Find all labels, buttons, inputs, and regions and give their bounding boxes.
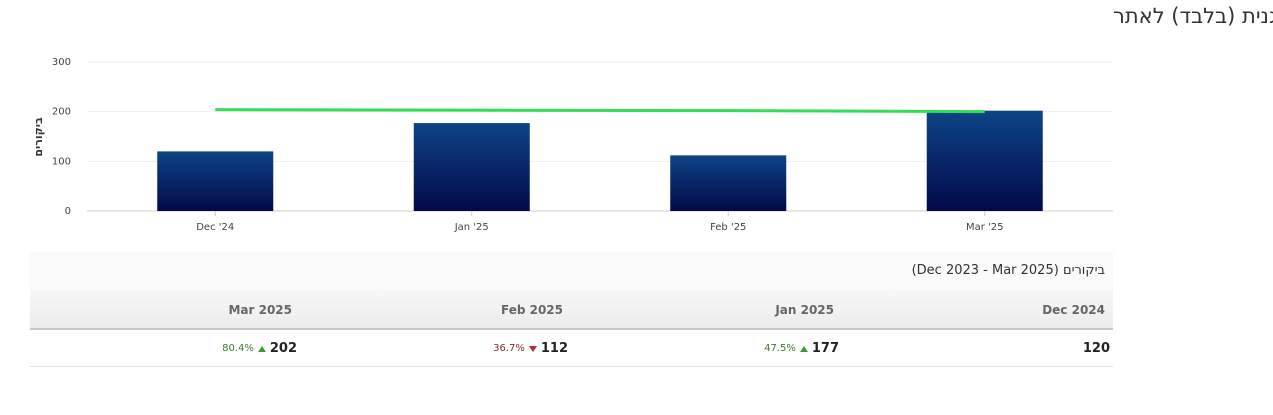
arrow-shape (799, 345, 808, 352)
chart: תנועה אורגנית (בלבד) לאתר ביקורים 0 100 20… (32, 4, 1273, 233)
value: 202 (269, 341, 297, 356)
data-table: ביקורים (Dec 2023 - Mar 2025) Dec 2024 12… (30, 252, 1113, 367)
x-tick-label: Dec '24 (196, 222, 234, 233)
y-tick-label: 200 (52, 107, 71, 118)
chart-title: תנועה אורגנית (בלבד) לאתר (1113, 4, 1273, 28)
table-caption: ביקורים (Dec 2023 - Mar 2025) (911, 263, 1105, 278)
x-tick-label: Mar '25 (966, 222, 1004, 233)
bar (670, 155, 787, 211)
value: 112 (540, 341, 568, 356)
value-cell: 36.7% 112 (493, 341, 568, 356)
value: 120 (1082, 341, 1110, 356)
header-row (30, 290, 1113, 330)
change-label: 80.4% (222, 343, 254, 354)
value-cell: 47.5% 177 (764, 341, 839, 356)
bar (413, 123, 530, 211)
bar (926, 110, 1043, 211)
y-tick-label: 100 (52, 156, 71, 167)
arrow-shape (528, 345, 537, 352)
row-border (30, 366, 1113, 367)
bar (157, 151, 274, 211)
value-cell: 120 (1083, 341, 1110, 356)
column-header: Feb 2025 (500, 303, 563, 317)
y-tick-label: 300 (52, 57, 71, 68)
column-header: Mar 2025 (228, 303, 292, 317)
y-tick-label: 0 (65, 206, 71, 217)
column-header: Jan 2025 (775, 303, 834, 317)
down-arrow (528, 345, 537, 352)
caption-row: ביקורים (Dec 2023 - Mar 2025) (30, 252, 1113, 290)
x-tick-label: Feb '25 (710, 222, 746, 233)
value-cell: 80.4% 202 (222, 341, 297, 356)
change-label: 47.5% (764, 343, 796, 354)
up-arrow (257, 345, 266, 352)
column-header: Dec 2024 (1042, 303, 1105, 317)
x-tick-label: Jan '25 (454, 222, 489, 233)
change-label: 36.7% (493, 343, 525, 354)
value: 177 (811, 341, 839, 356)
arrow-shape (257, 345, 266, 352)
line (215, 108, 985, 114)
up-arrow (799, 345, 808, 352)
y-axis-label: ביקורים (32, 117, 45, 157)
